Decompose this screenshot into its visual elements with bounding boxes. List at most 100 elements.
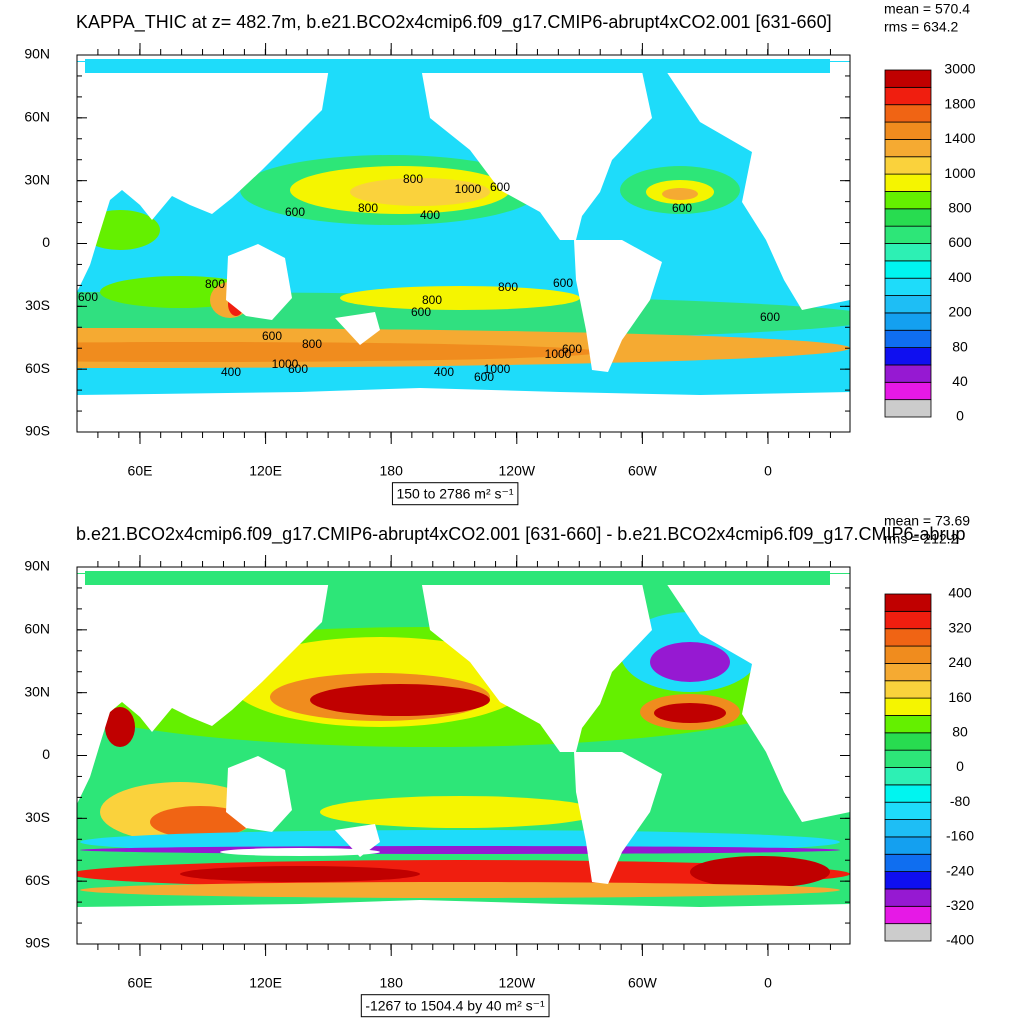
land	[574, 240, 662, 372]
range-label: 150 to 2786 m² s⁻¹	[396, 486, 513, 502]
lat-label: 60N	[24, 109, 50, 125]
contour-label: 600	[285, 205, 305, 219]
lat-label: 90S	[25, 935, 50, 951]
land	[77, 574, 330, 804]
land	[574, 752, 662, 884]
colorbar-label: 80	[952, 724, 968, 740]
arctic-gap	[77, 55, 850, 61]
colorbar-box	[884, 225, 932, 244]
contour-label: 800	[205, 277, 225, 291]
contour-label: 600	[288, 362, 308, 376]
contour-label: 800	[422, 293, 442, 307]
colorbar-box	[884, 399, 932, 418]
field-region	[654, 703, 726, 723]
colorbar-box	[884, 121, 932, 140]
field-region	[220, 848, 380, 856]
colorbar-box	[884, 628, 932, 647]
contour-label: 1000	[455, 182, 482, 196]
lon-label: 60E	[128, 463, 153, 479]
panel-title: b.e21.BCO2x4cmip6.f09_g17.CMIP6-abrupt4x…	[76, 524, 966, 545]
colorbar-label: 0	[956, 758, 964, 774]
colorbar-box	[884, 69, 932, 88]
stat: mean = 570.4	[884, 1, 970, 17]
range-box	[360, 994, 550, 1018]
colorbar-box	[884, 347, 932, 366]
land	[77, 62, 330, 292]
colorbar-box	[884, 208, 932, 227]
colorbar-box	[884, 593, 932, 612]
field-region	[662, 188, 698, 200]
stat: rms = 634.2	[884, 19, 959, 35]
lat-label: 0	[42, 234, 50, 250]
colorbar-box	[884, 364, 932, 383]
lon-label: 60E	[128, 975, 153, 991]
contour-label: 800	[302, 337, 322, 351]
colorbar-box	[884, 767, 932, 786]
lat-label: 90N	[24, 46, 50, 62]
colorbar-label: 320	[948, 619, 972, 635]
land	[226, 756, 292, 832]
contour-label: 400	[420, 208, 440, 222]
colorbar-label: 0	[956, 408, 964, 424]
land	[420, 574, 652, 752]
colorbar-box	[884, 732, 932, 751]
arctic-ocean	[85, 571, 830, 585]
range-box	[391, 482, 519, 506]
contour-label: 800	[403, 172, 423, 186]
colorbar-label: -400	[946, 932, 974, 948]
colorbar-box	[884, 610, 932, 630]
colorbar-label: 40	[952, 373, 968, 389]
colorbar-box	[884, 871, 932, 890]
lon-label: 120W	[499, 975, 536, 991]
colorbar-box	[884, 645, 932, 664]
contour-label: 600	[262, 329, 282, 343]
colorbar-label: -80	[950, 793, 970, 809]
contour-label: 1000	[272, 357, 299, 371]
colorbar-box	[884, 86, 932, 106]
colorbar-box	[884, 329, 932, 349]
contour-label: 800	[358, 201, 378, 215]
range-label: -1267 to 1504.4 by 40 m² s⁻¹	[365, 998, 545, 1014]
colorbar-box	[884, 156, 932, 175]
colorbar-box	[884, 819, 932, 838]
contour-label: 600	[672, 201, 692, 215]
land	[335, 312, 380, 345]
stat: mean = 73.69	[884, 513, 970, 529]
colorbar-box	[884, 260, 932, 279]
field-region	[650, 642, 730, 682]
lat-label: 60S	[25, 872, 50, 888]
colorbar-label: 1400	[944, 130, 975, 146]
colorbar-box	[884, 173, 932, 192]
lat-label: 90N	[24, 558, 50, 574]
lon-label: 120W	[499, 463, 536, 479]
colorbar-box	[884, 191, 932, 210]
colorbar-box	[884, 715, 932, 734]
field-region	[690, 856, 830, 888]
map	[77, 567, 850, 944]
colorbar-box	[884, 853, 932, 873]
lat-label: 90S	[25, 423, 50, 439]
colorbar-box	[884, 784, 932, 803]
lon-label: 120E	[249, 975, 282, 991]
lon-label: 180	[380, 975, 404, 991]
lat-label: 0	[42, 746, 50, 762]
field-region	[150, 806, 250, 838]
colorbar-label: 400	[948, 585, 972, 601]
colorbar-label: 400	[948, 269, 972, 285]
colorbar-box	[884, 663, 932, 682]
colorbar-label: -240	[946, 862, 974, 878]
field-region	[340, 286, 580, 310]
contour-label: 600	[474, 370, 494, 384]
map	[77, 55, 850, 432]
lat-label: 30N	[24, 171, 50, 187]
land	[77, 900, 850, 944]
colorbar-box	[884, 888, 932, 907]
colorbar-label: 600	[948, 234, 972, 250]
lon-label: 60W	[628, 463, 658, 479]
contour-label: 1000	[545, 347, 572, 361]
field-region	[350, 178, 490, 206]
contour-label: 400	[434, 365, 454, 379]
contour-label: 600	[760, 310, 780, 324]
field-region	[105, 707, 135, 747]
land	[77, 388, 850, 432]
